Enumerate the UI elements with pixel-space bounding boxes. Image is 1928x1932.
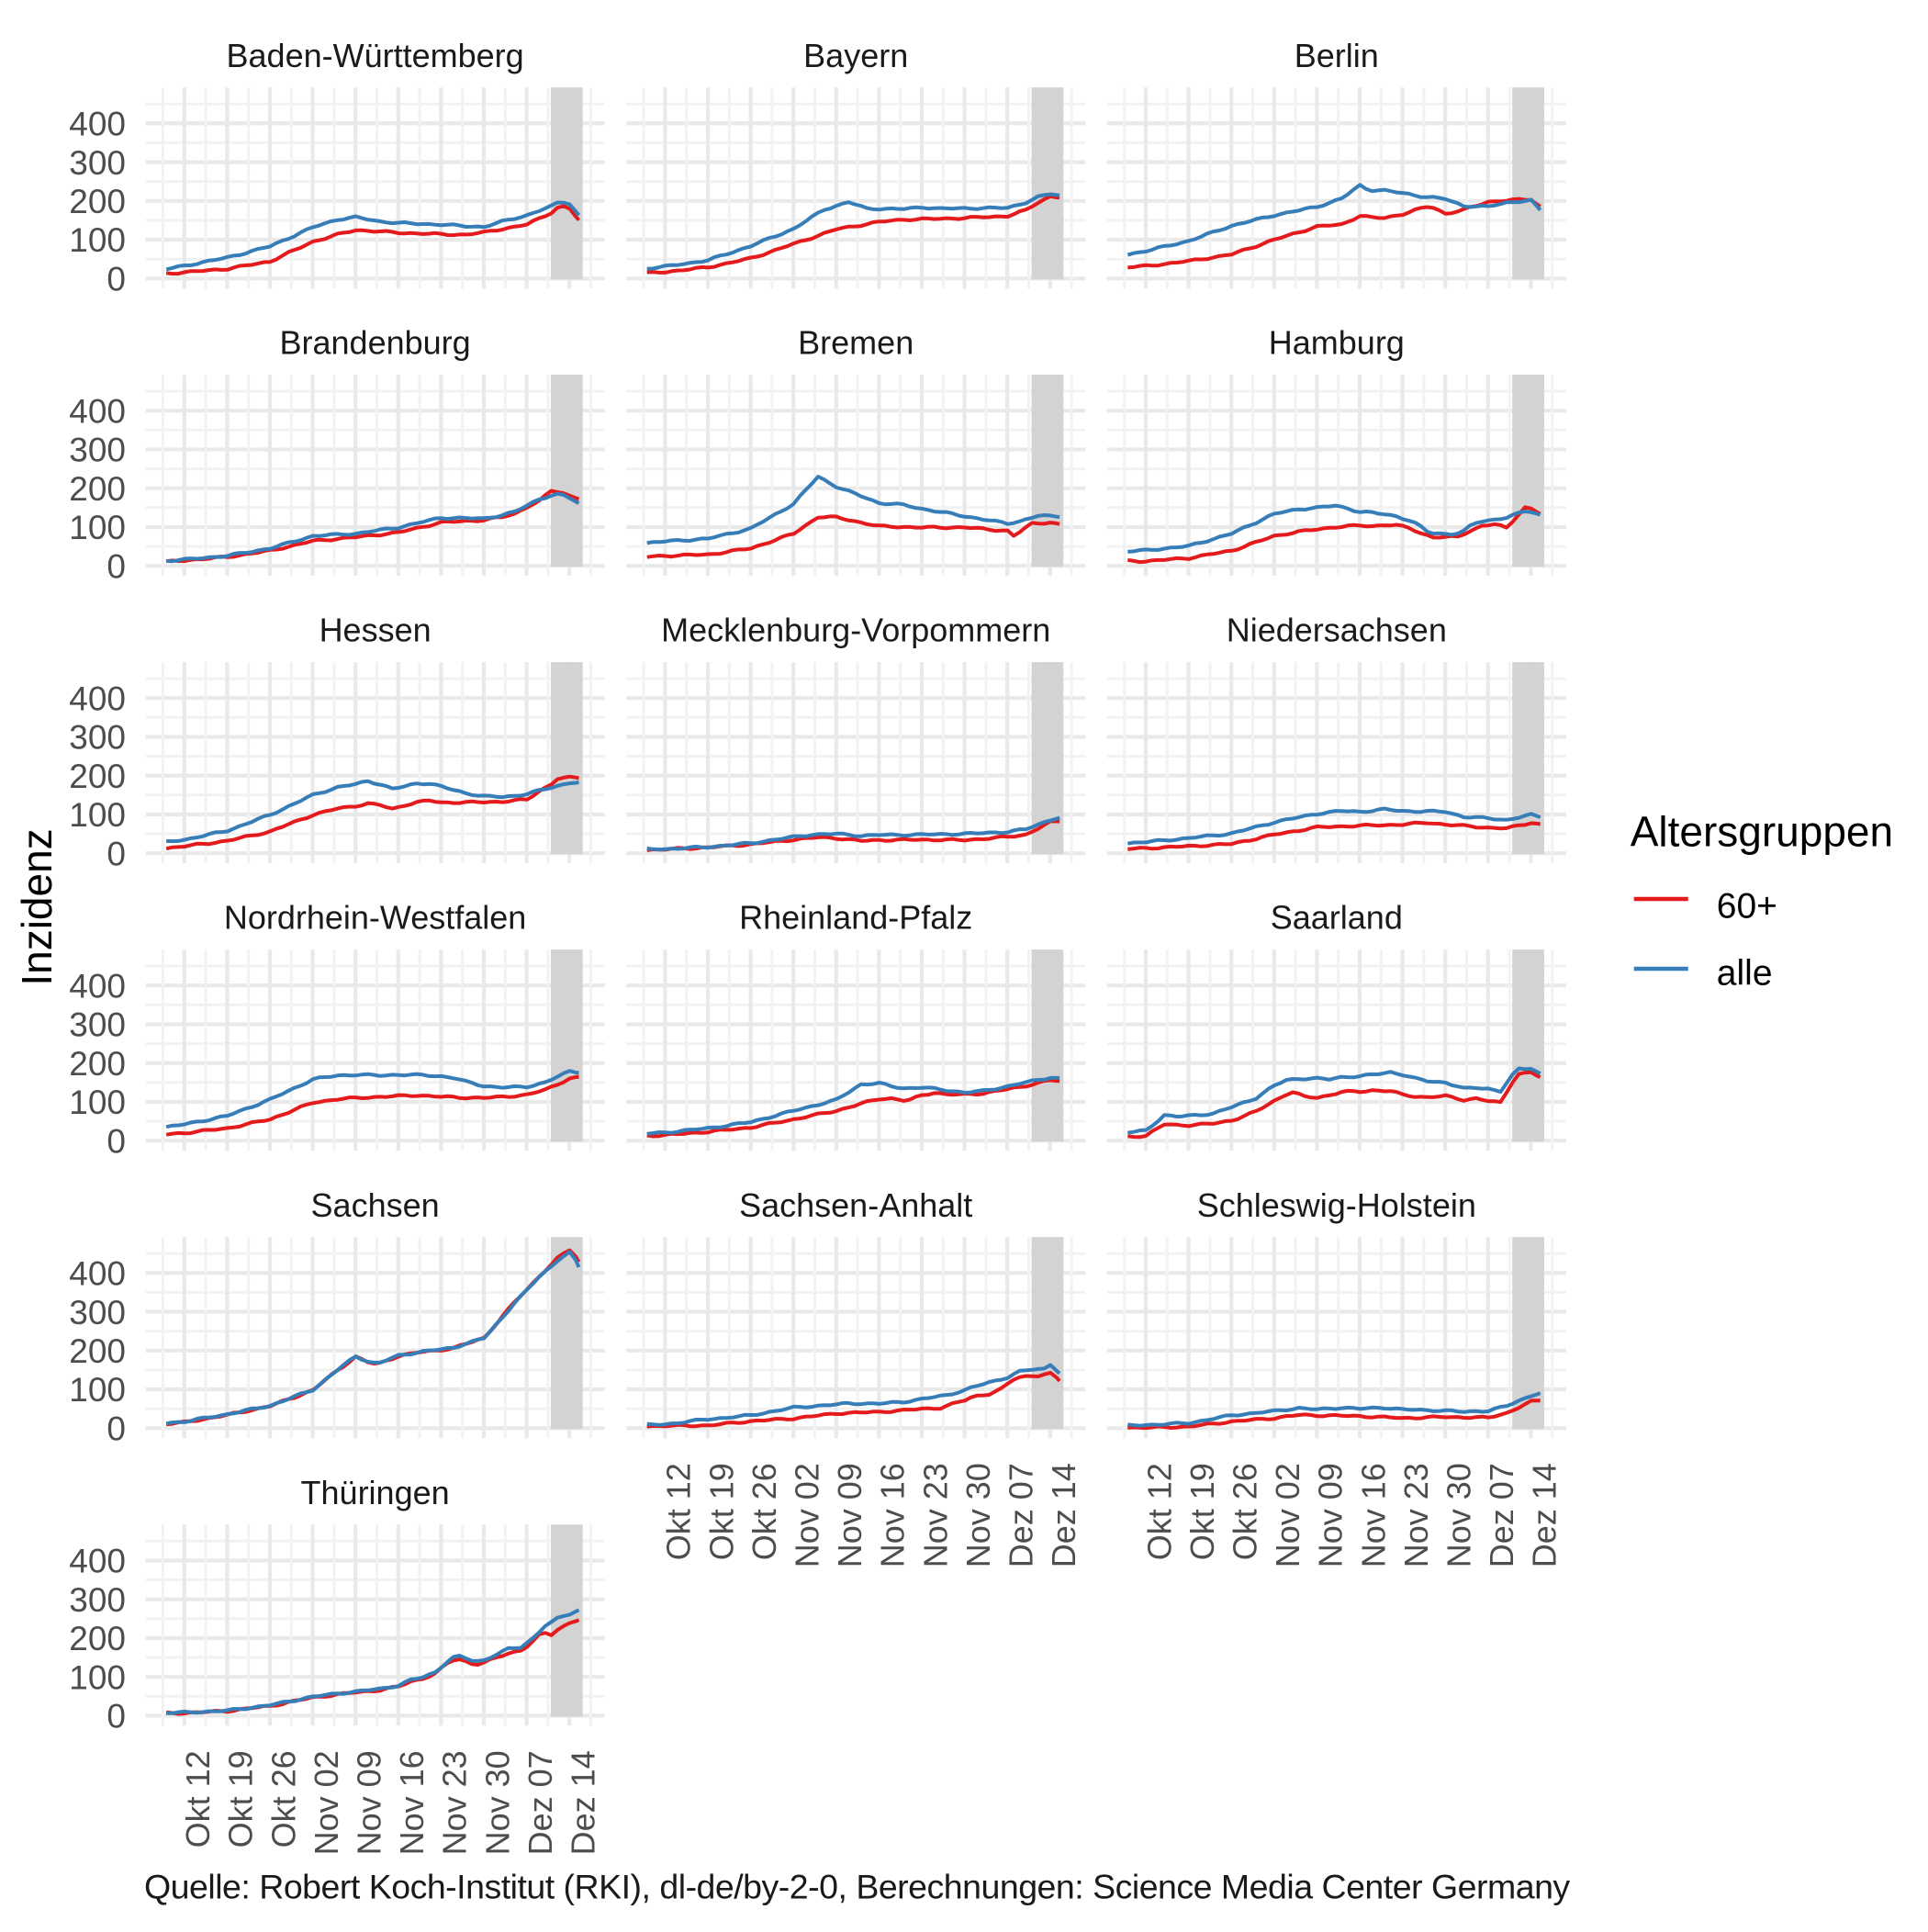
- svg-text:Nov 02: Nov 02: [308, 1750, 345, 1855]
- svg-text:Okt 12: Okt 12: [660, 1463, 698, 1560]
- svg-text:Okt 26: Okt 26: [264, 1750, 302, 1848]
- svg-text:Schleswig-Holstein: Schleswig-Holstein: [1197, 1186, 1476, 1224]
- svg-text:100: 100: [69, 1371, 126, 1409]
- svg-text:Dez 07: Dez 07: [521, 1750, 559, 1855]
- svg-text:Nov 16: Nov 16: [393, 1750, 431, 1855]
- svg-text:Nov 30: Nov 30: [478, 1750, 516, 1855]
- svg-text:alle: alle: [1717, 953, 1773, 993]
- svg-text:Okt 12: Okt 12: [179, 1750, 217, 1848]
- svg-text:Nov 09: Nov 09: [831, 1463, 869, 1567]
- svg-text:100: 100: [69, 221, 126, 259]
- svg-text:400: 400: [69, 392, 126, 430]
- svg-text:200: 200: [69, 758, 126, 795]
- svg-text:200: 200: [69, 1332, 126, 1370]
- svg-text:100: 100: [69, 1084, 126, 1121]
- svg-text:Rheinland-Pfalz: Rheinland-Pfalz: [739, 899, 972, 937]
- svg-text:Quelle: Robert Koch-Institut (: Quelle: Robert Koch-Institut (RKI), dl-d…: [144, 1868, 1570, 1906]
- svg-text:Inzidenz: Inzidenz: [13, 828, 61, 985]
- svg-text:Sachsen: Sachsen: [311, 1186, 440, 1224]
- svg-text:Nov 02: Nov 02: [789, 1463, 826, 1567]
- svg-text:60+: 60+: [1717, 887, 1777, 927]
- svg-text:Nov 09: Nov 09: [1312, 1463, 1350, 1567]
- svg-text:Nov 23: Nov 23: [1397, 1463, 1435, 1567]
- svg-text:400: 400: [69, 1255, 126, 1293]
- svg-text:300: 300: [69, 1581, 126, 1619]
- svg-text:Brandenburg: Brandenburg: [280, 324, 471, 362]
- svg-text:Niedersachsen: Niedersachsen: [1227, 612, 1447, 649]
- svg-text:Hessen: Hessen: [319, 612, 432, 649]
- svg-text:Okt 19: Okt 19: [702, 1463, 740, 1560]
- svg-text:Sachsen-Anhalt: Sachsen-Anhalt: [739, 1186, 972, 1224]
- svg-text:Okt 19: Okt 19: [1183, 1463, 1221, 1560]
- svg-text:Bremen: Bremen: [798, 324, 914, 362]
- svg-text:200: 200: [69, 183, 126, 220]
- svg-text:Nov 02: Nov 02: [1269, 1463, 1306, 1567]
- svg-text:Nov 23: Nov 23: [436, 1750, 474, 1855]
- svg-text:Berlin: Berlin: [1295, 37, 1379, 74]
- svg-text:Nov 30: Nov 30: [959, 1463, 997, 1567]
- svg-text:Dez 14: Dez 14: [1045, 1463, 1082, 1567]
- svg-text:0: 0: [106, 1410, 126, 1448]
- svg-text:Dez 14: Dez 14: [1526, 1463, 1564, 1567]
- svg-text:Nov 30: Nov 30: [1440, 1463, 1478, 1567]
- svg-text:Mecklenburg-Vorpommern: Mecklenburg-Vorpommern: [661, 612, 1050, 649]
- svg-text:0: 0: [106, 547, 126, 585]
- svg-text:Okt 26: Okt 26: [745, 1463, 783, 1560]
- svg-text:0: 0: [106, 835, 126, 872]
- svg-text:Nov 09: Nov 09: [351, 1750, 388, 1855]
- svg-text:Okt 19: Okt 19: [222, 1750, 260, 1848]
- svg-text:100: 100: [69, 1658, 126, 1696]
- svg-text:Dez 07: Dez 07: [1003, 1463, 1040, 1567]
- svg-text:400: 400: [69, 967, 126, 1005]
- svg-text:0: 0: [106, 1122, 126, 1160]
- svg-text:100: 100: [69, 796, 126, 834]
- svg-text:Okt 26: Okt 26: [1227, 1463, 1264, 1560]
- svg-text:400: 400: [69, 1543, 126, 1580]
- svg-text:300: 300: [69, 1294, 126, 1331]
- svg-text:300: 300: [69, 432, 126, 469]
- svg-text:Dez 07: Dez 07: [1483, 1463, 1520, 1567]
- svg-text:Nov 16: Nov 16: [874, 1463, 912, 1567]
- svg-text:Dez 14: Dez 14: [565, 1750, 602, 1855]
- svg-text:400: 400: [69, 680, 126, 717]
- svg-text:Hamburg: Hamburg: [1269, 324, 1405, 362]
- svg-text:Nov 23: Nov 23: [916, 1463, 954, 1567]
- svg-text:Nov 16: Nov 16: [1354, 1463, 1392, 1567]
- svg-text:300: 300: [69, 1006, 126, 1044]
- svg-text:Thüringen: Thüringen: [301, 1474, 450, 1511]
- svg-text:Bayern: Bayern: [803, 37, 908, 74]
- svg-text:300: 300: [69, 144, 126, 182]
- svg-text:100: 100: [69, 509, 126, 546]
- svg-text:Altersgruppen: Altersgruppen: [1631, 807, 1893, 855]
- svg-text:Nordrhein-Westfalen: Nordrhein-Westfalen: [224, 899, 526, 937]
- svg-text:Okt 12: Okt 12: [1140, 1463, 1178, 1560]
- svg-text:0: 0: [106, 261, 126, 298]
- svg-text:200: 200: [69, 1620, 126, 1657]
- svg-text:Saarland: Saarland: [1271, 899, 1403, 937]
- svg-text:400: 400: [69, 106, 126, 143]
- svg-text:200: 200: [69, 1045, 126, 1083]
- svg-text:0: 0: [106, 1698, 126, 1735]
- svg-text:Baden-Württemberg: Baden-Württemberg: [227, 37, 524, 74]
- svg-text:200: 200: [69, 470, 126, 508]
- svg-text:300: 300: [69, 719, 126, 757]
